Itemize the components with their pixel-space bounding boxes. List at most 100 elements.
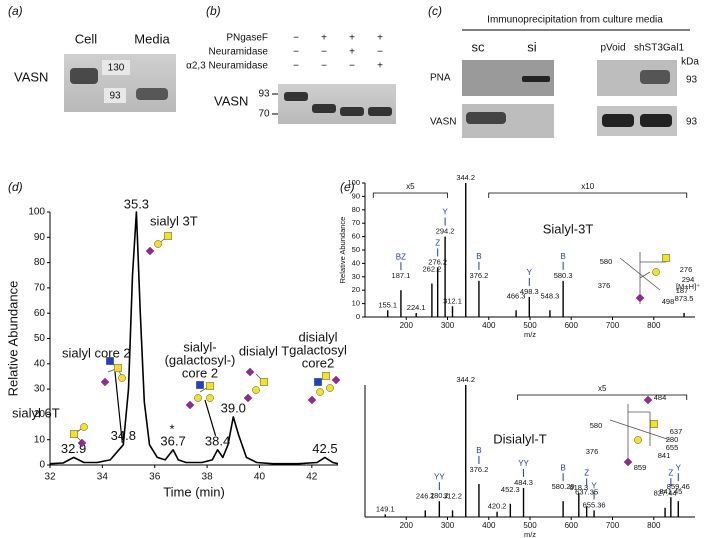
peak-label: 580.29 (552, 482, 575, 491)
peak-label: 312.2 (443, 491, 462, 500)
peak-name: galactosyl (289, 342, 347, 357)
treatment-sign: − (293, 33, 299, 44)
band (368, 107, 392, 116)
peak-label: 452.3 (501, 485, 520, 494)
y-tick-label: 40 (352, 258, 360, 267)
x-tick-label: 200 (400, 521, 414, 530)
treatment-sign: − (349, 61, 355, 72)
peak-label: 859.46 (667, 482, 690, 491)
x-tick-label: 700 (606, 321, 620, 330)
glycan-gal (80, 423, 88, 431)
pointer (114, 371, 123, 443)
peak-label: 618.3 (569, 483, 588, 492)
x-axis-label: Time (min) (163, 484, 225, 499)
x-tick-label: 600 (565, 321, 579, 330)
x-tick-label: 42 (306, 472, 318, 483)
peak-label: 42.5 (312, 441, 337, 456)
marker-box (104, 88, 126, 103)
marker-box (102, 60, 130, 75)
treatment-sign: + (377, 61, 383, 72)
peak-label: 376.2 (470, 465, 489, 474)
peak-label: 38.4 (205, 433, 230, 448)
ion-label: B (560, 463, 565, 472)
fragment-label: 580 (590, 421, 603, 430)
scale-label: x5 (598, 384, 607, 393)
glycan-galnac (70, 430, 78, 438)
peak-name: disialyl (298, 329, 337, 344)
glycan-gal (194, 394, 202, 402)
ion-label: B (476, 252, 481, 261)
treatment-sign: − (377, 47, 383, 58)
peak-name: * (169, 421, 174, 436)
ion-label: Y (527, 268, 533, 277)
glycan-neuac (77, 438, 87, 448)
glycan-galnac (322, 372, 330, 380)
x-tick-label: 500 (523, 321, 537, 330)
panel-label: (c) (428, 4, 442, 18)
fragment-label: 498 (662, 297, 675, 306)
glycan-bond (609, 419, 671, 441)
x-tick-label: 34 (97, 472, 109, 483)
unit: kDa (681, 57, 699, 68)
fragment-label: 637 (670, 427, 683, 436)
glycan-gal (634, 436, 642, 444)
peak-label: 262.2 (423, 264, 442, 273)
peak-label: 466.3 (507, 291, 526, 300)
peak-label: 498.3 (520, 287, 539, 296)
y-tick-label: 50 (352, 245, 360, 254)
fragment-label: 280 (666, 435, 679, 444)
ion-label: Y (442, 208, 448, 217)
column-label: Cell (75, 31, 98, 46)
panel-label: (a) (8, 4, 23, 18)
trace (49, 211, 339, 465)
glycan-galnac (164, 232, 172, 240)
band (136, 88, 168, 100)
marker: 93 (109, 91, 121, 102)
y-tick-label: 50 (34, 333, 46, 344)
x-tick-label: 40 (254, 472, 266, 483)
marker: 93 (686, 117, 698, 128)
glycan-glcnac (314, 378, 322, 386)
y-tick-label: 0 (39, 460, 45, 471)
fragment-label: 580 (600, 257, 613, 266)
y-axis-label: Relative Abundance (5, 281, 20, 397)
glycan-neuac (243, 393, 253, 403)
treatment-sign: − (293, 61, 299, 72)
x-tick-label: 800 (647, 521, 661, 530)
row-label: VASN (14, 69, 48, 84)
treatment-sign: − (293, 47, 299, 58)
y-tick-label: 10 (352, 299, 360, 308)
fragment-label: 376 (586, 447, 599, 456)
peak-name: sialyl core 2 (62, 345, 131, 360)
glycan-gal (316, 388, 324, 396)
peak-label: 344.2 (456, 375, 475, 384)
peak-name: core 2 (182, 365, 218, 380)
scale-label: x5 (406, 182, 415, 191)
treatment-sign: + (377, 33, 383, 44)
peak-label: 580.3 (554, 271, 573, 280)
peak-label: 39.0 (221, 400, 246, 415)
peak-label: 149.1 (376, 504, 395, 513)
marker: 70 (258, 109, 270, 120)
spectrum-title: Disialyl-T (493, 431, 547, 446)
peak-label: 34.8 (111, 428, 136, 443)
column-label: Media (134, 31, 170, 46)
ion-label: Y (591, 482, 597, 491)
peak-label: 155.1 (378, 300, 397, 309)
ion-label: YY (434, 472, 445, 481)
glycan-galnac (662, 254, 670, 262)
ion-label: B (476, 446, 481, 455)
peak-label: 827.44 (654, 489, 677, 498)
y-tick-label: 20 (34, 409, 46, 420)
peak-label: 312.1 (443, 296, 462, 305)
row-label: VASN (430, 117, 457, 128)
treatment-sign: − (321, 61, 327, 72)
band (466, 112, 506, 124)
y-tick-label: 70 (352, 218, 360, 227)
peak-label: 35.3 (124, 196, 149, 211)
peak-label: 484.3 (514, 478, 533, 487)
treatment-name: PNgaseF (226, 33, 268, 44)
y-tick-label: 90 (352, 191, 360, 200)
panel-label: (e) (340, 180, 355, 194)
y-axis-label: Relative Abundance (338, 217, 347, 284)
